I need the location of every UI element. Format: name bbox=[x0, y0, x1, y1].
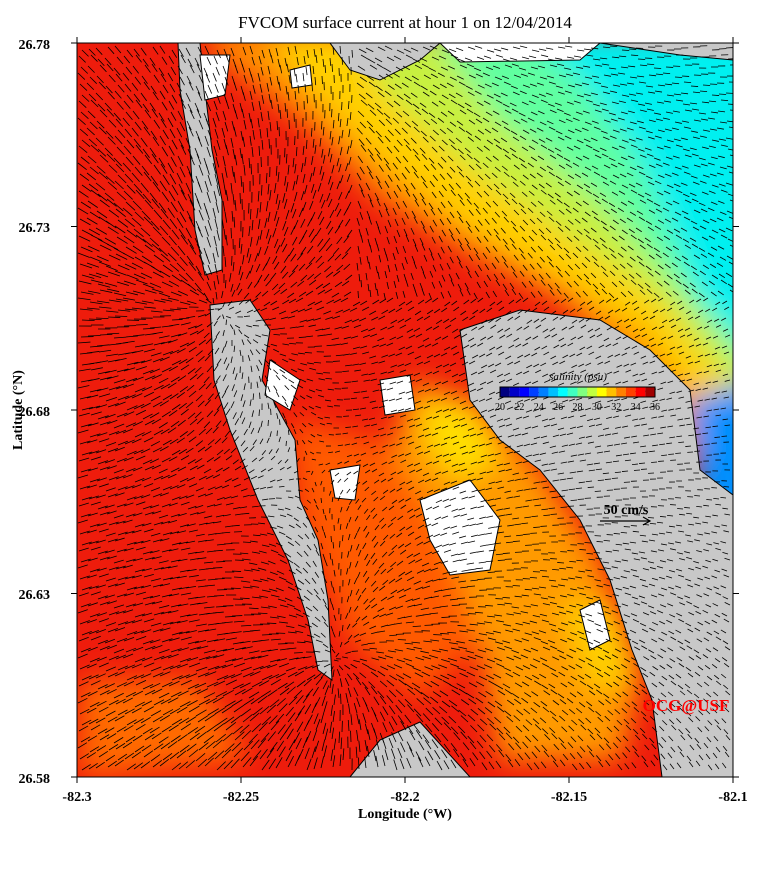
current-vector bbox=[331, 536, 332, 542]
current-vector bbox=[622, 471, 628, 472]
current-vector bbox=[685, 446, 691, 447]
current-vector bbox=[332, 64, 333, 72]
current-vector bbox=[485, 605, 493, 606]
current-vector bbox=[216, 561, 225, 562]
current-vector bbox=[513, 541, 520, 542]
current-vector bbox=[262, 634, 272, 635]
current-vector bbox=[503, 553, 510, 554]
current-vector bbox=[668, 454, 674, 455]
current-vector bbox=[312, 83, 313, 91]
current-vector bbox=[560, 507, 567, 508]
current-vector bbox=[605, 479, 611, 480]
current-vector bbox=[712, 95, 719, 96]
current-vector bbox=[488, 572, 495, 573]
current-vector bbox=[697, 445, 703, 446]
current-vector bbox=[614, 533, 620, 534]
current-vector bbox=[513, 585, 520, 586]
chart-title: FVCOM surface current at hour 1 on 12/04… bbox=[238, 13, 572, 32]
current-vector bbox=[498, 560, 505, 561]
current-vector bbox=[269, 139, 270, 148]
current-vector bbox=[345, 427, 351, 428]
current-vector bbox=[677, 508, 683, 509]
current-vector bbox=[651, 462, 657, 463]
current-vector bbox=[638, 59, 645, 60]
current-vector bbox=[691, 86, 698, 87]
current-vector bbox=[297, 102, 298, 111]
current-vector bbox=[631, 525, 637, 526]
current-vector bbox=[231, 228, 232, 238]
current-vector bbox=[321, 121, 322, 129]
current-vector bbox=[88, 335, 100, 336]
current-vector bbox=[654, 68, 661, 69]
current-vector bbox=[675, 77, 682, 78]
current-vector bbox=[136, 324, 148, 325]
current-vector bbox=[557, 562, 564, 563]
current-vector bbox=[342, 57, 343, 65]
current-vector bbox=[232, 571, 241, 572]
current-vector bbox=[706, 499, 712, 500]
current-vector bbox=[253, 325, 259, 326]
current-vector bbox=[579, 549, 586, 550]
current-vector bbox=[523, 534, 530, 535]
current-vector bbox=[108, 317, 120, 318]
current-vector bbox=[440, 633, 449, 634]
current-vector bbox=[214, 595, 224, 596]
current-vector bbox=[352, 50, 353, 58]
current-vector bbox=[540, 570, 547, 571]
current-vector bbox=[259, 409, 260, 416]
current-vector bbox=[342, 625, 343, 631]
current-vector bbox=[271, 329, 278, 330]
current-vector bbox=[251, 164, 252, 174]
current-vector bbox=[597, 541, 603, 542]
current-vector bbox=[322, 76, 323, 84]
current-vector bbox=[305, 352, 312, 353]
current-vector bbox=[622, 50, 629, 51]
current-vector bbox=[714, 437, 720, 438]
current-vector bbox=[588, 487, 594, 488]
current-vector bbox=[441, 617, 450, 618]
current-vector bbox=[660, 516, 666, 517]
current-vector bbox=[226, 320, 227, 325]
current-vector bbox=[307, 95, 308, 103]
current-vector bbox=[267, 623, 276, 624]
current-vector bbox=[240, 193, 241, 204]
